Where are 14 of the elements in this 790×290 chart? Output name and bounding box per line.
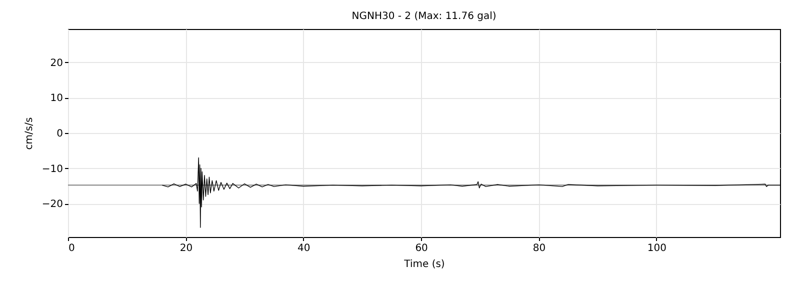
y-tick-label: 10 bbox=[50, 93, 63, 104]
y-tick-label: −20 bbox=[42, 199, 63, 210]
x-tick-label: 20 bbox=[180, 243, 193, 254]
x-tick-label: 80 bbox=[532, 243, 546, 254]
x-tick-label: 40 bbox=[298, 243, 310, 254]
y-tick-label: 20 bbox=[50, 58, 63, 69]
y-axis-title: cm/s/s bbox=[24, 117, 35, 150]
y-tick-label: −10 bbox=[42, 164, 63, 175]
x-tick-label: 60 bbox=[415, 243, 428, 254]
x-tick-label: 100 bbox=[647, 243, 666, 254]
chart-title: NGNH30 - 2 (Max: 11.76 gal) bbox=[352, 11, 496, 22]
x-axis-title: Time (s) bbox=[403, 259, 445, 270]
x-tick-label: 0 bbox=[68, 243, 75, 254]
y-tick-label: 0 bbox=[56, 128, 63, 140]
